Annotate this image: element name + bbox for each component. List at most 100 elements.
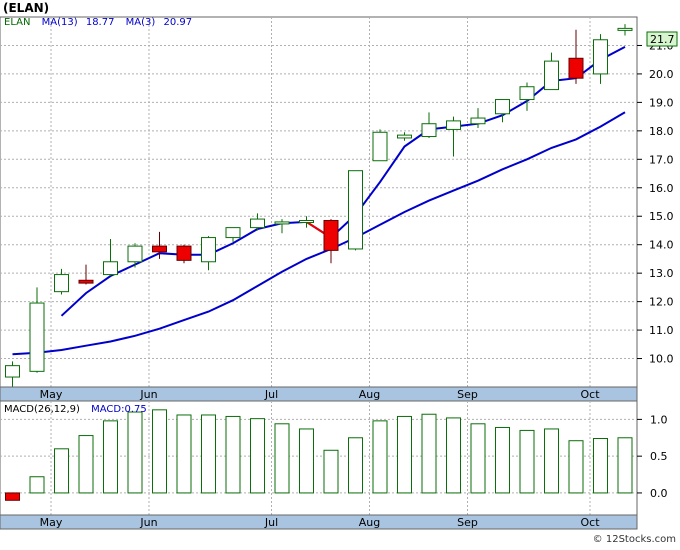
legend-ma13-value: 18.77: [86, 17, 115, 28]
candle-up: [103, 261, 118, 276]
macd-bar: [323, 449, 339, 494]
candle-up: [225, 227, 241, 239]
macd-bar: [127, 411, 143, 494]
macd-bar: [544, 428, 559, 494]
month-label: Oct: [580, 388, 600, 401]
y-tick-label: 1.0: [650, 413, 668, 426]
legend-ma3-label: MA(3): [126, 17, 156, 28]
macd-bar: [152, 409, 167, 494]
macd-bar: [78, 435, 94, 494]
candle-up: [470, 117, 486, 125]
macd-bars: [5, 409, 633, 501]
candle-up: [29, 302, 45, 372]
candle-down: [152, 245, 167, 253]
candle-up: [446, 120, 461, 130]
macd-y-axis: 0.0 0.5 1.0: [637, 413, 668, 500]
month-axis-band: [0, 386, 638, 402]
candle-up: [5, 365, 20, 378]
legend-ma13-label: MA(13): [42, 17, 78, 28]
macd-bar: [421, 413, 437, 494]
candle-up: [421, 123, 437, 138]
y-tick-label: 15.0: [649, 210, 674, 223]
macd-bar: [470, 423, 486, 494]
macd-legend-label: MACD(26,12,9): [4, 404, 80, 415]
candle-up: [299, 220, 314, 223]
macd-bar: [519, 429, 535, 494]
month-label: Jul: [264, 388, 278, 401]
macd-bar: [225, 415, 241, 494]
candle-up: [372, 131, 388, 162]
month-label: Jun: [139, 388, 157, 401]
month-label: Oct: [580, 516, 600, 529]
candle-up: [495, 99, 510, 115]
legend-symbol: ELAN: [4, 17, 30, 28]
price-panel: [0, 16, 638, 388]
price-legend: ELAN MA(13) 18.77 MA(3) 20.97: [4, 17, 192, 28]
macd-month-axis-labels: May Jun Jul Aug Sep Oct: [40, 516, 601, 529]
ma13-line: [12, 111, 626, 356]
macd-bar: [568, 440, 584, 494]
macd-bar: [250, 418, 265, 494]
candle-up: [397, 134, 412, 139]
legend-ma3-value: 20.97: [163, 17, 192, 28]
candles: [5, 24, 633, 387]
macd-bar: [593, 438, 608, 494]
y-tick-label: 16.0: [649, 182, 674, 195]
candle-up: [544, 60, 559, 91]
candle-up: [617, 27, 633, 31]
y-tick-label: 14.0: [649, 239, 674, 252]
month-axis-labels: May Jun Jul Aug Sep Oct: [40, 388, 601, 401]
candle-down: [78, 279, 94, 284]
candle-down: [568, 57, 584, 79]
y-tick-label: 17.0: [649, 153, 674, 166]
month-label: May: [40, 388, 63, 401]
macd-bar: [54, 448, 69, 494]
y-tick-label: 11.0: [649, 324, 674, 337]
macd-bar: [348, 437, 363, 494]
candle-up: [519, 86, 535, 101]
macd-bar: [29, 476, 45, 494]
macd-legend: MACD(26,12,9) MACD:0.75: [4, 404, 147, 415]
price-tag: 21.7: [650, 33, 675, 46]
candle-up: [54, 274, 69, 293]
month-label: Aug: [359, 516, 380, 529]
candle-up: [127, 245, 143, 263]
price-tag-box: [646, 31, 678, 47]
macd-bar: [372, 420, 388, 494]
macd-legend-value: MACD:0.75: [91, 404, 147, 415]
y-tick-label: 10.0: [649, 353, 674, 366]
y-tick-label: 18.0: [649, 125, 674, 138]
macd-bar: [274, 423, 290, 494]
y-tick-label: 13.0: [649, 267, 674, 280]
y-tick-label: 20.0: [649, 68, 674, 81]
macd-bar: [201, 414, 216, 494]
macd-bar: [617, 437, 633, 494]
month-label: Jun: [139, 516, 157, 529]
candle-up: [250, 218, 265, 229]
candle-up: [348, 170, 363, 250]
candle-down: [176, 245, 192, 261]
macd-month-axis-band: [0, 514, 638, 530]
y-tick-label: 0.5: [650, 450, 668, 463]
month-label: Jul: [264, 516, 278, 529]
candle-up: [274, 221, 290, 225]
month-label: Sep: [457, 388, 478, 401]
macd-grid: [0, 401, 637, 515]
macd-bar: [299, 428, 314, 494]
macd-bar: [495, 426, 510, 494]
price-y-axis: 10.0 11.0 12.0 13.0 14.0 15.0 16.0 17.0 18.0 19.0…: [637, 39, 674, 366]
candle-down: [323, 220, 339, 251]
price-grid: [0, 17, 637, 387]
macd-bar: [5, 492, 20, 501]
chart-title: (ELAN): [3, 1, 49, 15]
candle-up: [201, 237, 216, 263]
macd-bar: [176, 414, 192, 494]
candle-up: [593, 39, 608, 75]
month-label: Aug: [359, 388, 380, 401]
month-label: May: [40, 516, 63, 529]
watermark: © 12Stocks.com: [593, 534, 676, 545]
y-tick-label: 19.0: [649, 96, 674, 109]
macd-bar: [446, 417, 461, 494]
y-tick-label: 0.0: [650, 487, 668, 500]
